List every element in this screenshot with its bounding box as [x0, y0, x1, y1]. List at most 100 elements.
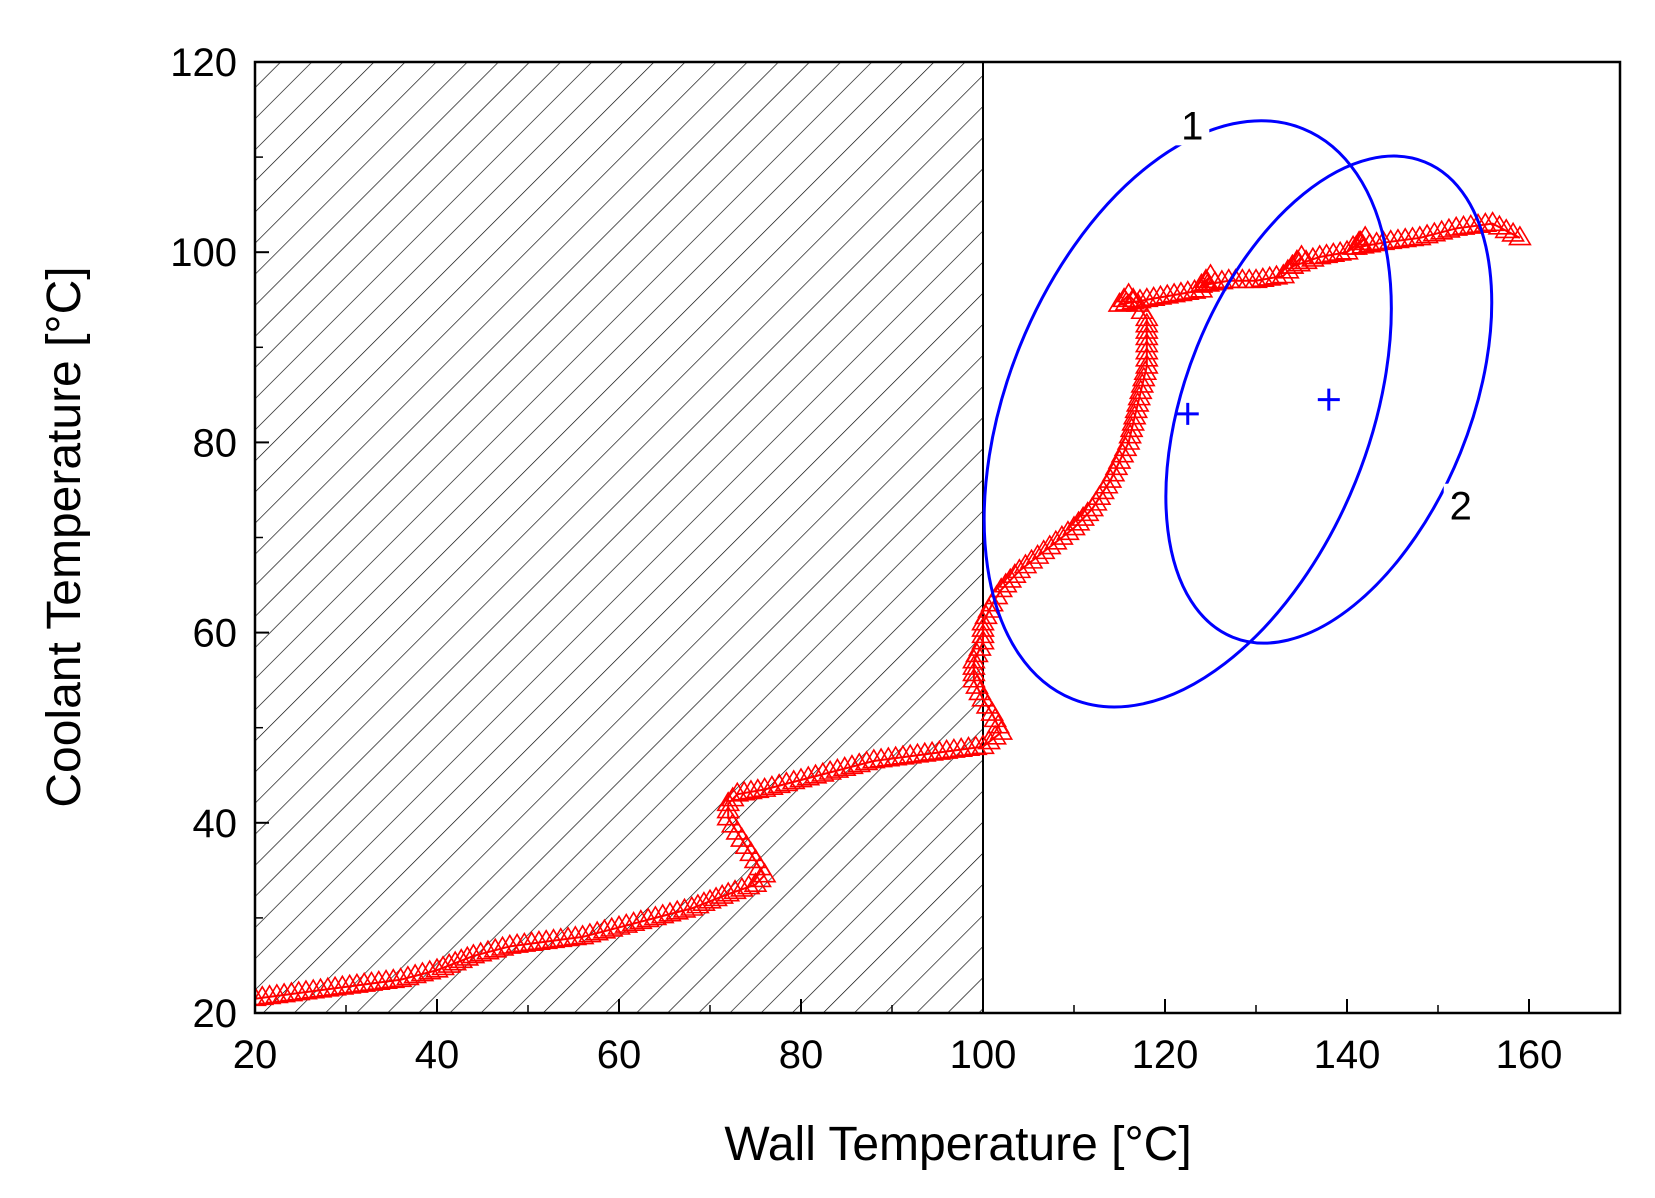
- x-tick-label: 40: [415, 1033, 460, 1077]
- ellipse-1: [982, 119, 1393, 709]
- data-point-triangle: [374, 969, 398, 990]
- data-point-triangle: [818, 759, 842, 780]
- data-point-triangle: [1301, 246, 1325, 267]
- data-point-triangle: [366, 970, 391, 990]
- y-tick-label: 100: [170, 231, 237, 275]
- data-point-triangle: [1494, 218, 1519, 239]
- data-point-triangle: [614, 912, 639, 933]
- data-point-triangle: [286, 980, 311, 1001]
- data-point-triangle: [279, 981, 304, 1002]
- ellipse-center-marker: [1317, 388, 1340, 411]
- data-point-triangle: [1314, 243, 1339, 264]
- data-point-triangle: [323, 975, 347, 996]
- data-point-triangle: [563, 925, 588, 946]
- data-point-triangle: [1386, 228, 1410, 249]
- data-point-triangle: [736, 874, 761, 895]
- y-tick-label: 20: [193, 992, 238, 1036]
- data-point-triangle: [1508, 225, 1532, 246]
- hatched-region: [255, 62, 983, 1013]
- data-point-triangle: [1133, 360, 1158, 381]
- data-point-triangle: [679, 895, 704, 916]
- data-point-triangle: [825, 757, 850, 778]
- data-point-triangle: [345, 972, 369, 993]
- data-point-triangle: [912, 741, 937, 762]
- data-point-triangle: [1131, 366, 1156, 387]
- ellipse-center-marker: [1176, 402, 1199, 425]
- data-point-triangle: [745, 778, 770, 799]
- series-line: [255, 222, 1521, 1000]
- data-point-triangle: [1487, 214, 1512, 235]
- data-point-triangle: [1075, 501, 1100, 522]
- data-point-triangle: [716, 798, 741, 819]
- y-tick-label: 80: [193, 421, 238, 465]
- data-point-triangle: [1083, 490, 1108, 511]
- y-axis-title: Coolant Temperature [°C]: [38, 266, 91, 807]
- data-point-triangle: [1134, 312, 1159, 333]
- data-point-triangle: [410, 961, 435, 982]
- data-point-triangle: [519, 931, 544, 951]
- data-point-triangle: [949, 737, 974, 757]
- data-point-triangle: [1125, 391, 1150, 412]
- data-point-triangle: [1415, 223, 1439, 244]
- data-point-triangle: [1407, 225, 1432, 246]
- data-point-triangle: [1458, 213, 1483, 234]
- data-point-triangle: [294, 979, 318, 1000]
- data-point-triangle: [725, 781, 750, 802]
- data-point-triangle: [257, 984, 282, 1005]
- data-point-triangle: [1091, 479, 1115, 500]
- data-point-triangle: [854, 750, 879, 771]
- data-point-triangle: [1307, 244, 1332, 265]
- data-point-triangle: [1094, 473, 1119, 494]
- data-point-triangle: [962, 667, 986, 688]
- data-point-triangle: [927, 739, 952, 760]
- data-point-triangle: [847, 752, 872, 773]
- data-point-triangle: [739, 779, 763, 800]
- data-point-triangle: [1155, 283, 1180, 304]
- x-axis-title: Wall Temperature [°C]: [724, 1118, 1191, 1171]
- ellipse-2: [1164, 154, 1494, 645]
- data-point-triangle: [1128, 288, 1152, 309]
- data-point-triangle: [1087, 484, 1112, 505]
- data-point-triangle: [1400, 226, 1425, 247]
- data-point-triangle: [1134, 346, 1159, 367]
- data-point-triangle: [665, 899, 690, 920]
- data-point-triangle: [315, 976, 340, 997]
- data-point-triangle: [905, 742, 930, 763]
- data-point-triangle: [1116, 429, 1141, 450]
- data-point-triangle: [381, 968, 406, 989]
- x-tick-label: 100: [950, 1033, 1017, 1077]
- data-point-triangle: [1364, 231, 1389, 252]
- data-point-triangle: [437, 952, 461, 973]
- data-point-triangle: [490, 935, 515, 956]
- data-point-triangle: [1134, 325, 1159, 346]
- data-point-triangle: [1344, 234, 1368, 255]
- data-point-triangle: [1429, 219, 1454, 240]
- ellipse-label-bg: [1443, 483, 1478, 526]
- data-point-triangle: [1119, 417, 1144, 438]
- data-point-triangle: [1169, 281, 1193, 302]
- data-point-triangle: [255, 985, 275, 1006]
- data-point-triangle: [1422, 221, 1447, 242]
- data-point-triangle: [1134, 318, 1159, 339]
- data-point-triangle: [1121, 410, 1146, 431]
- data-point-triangle: [1122, 404, 1147, 425]
- data-point-triangle: [1196, 271, 1221, 292]
- data-point-triangle: [476, 939, 500, 960]
- data-point-triangle: [1244, 268, 1268, 289]
- data-point-triangle: [1210, 269, 1234, 290]
- data-point-triangle: [983, 724, 1007, 745]
- data-point-triangle: [962, 661, 986, 682]
- data-point-triangle: [774, 771, 799, 792]
- ellipse-label-2: 2: [1450, 485, 1472, 529]
- data-point-triangle: [840, 754, 864, 775]
- data-point-triangle: [1357, 232, 1382, 253]
- data-point-triangle: [621, 911, 646, 932]
- data-point-triangle: [1118, 423, 1142, 444]
- data-point-triangle: [425, 957, 449, 978]
- x-axis: 20 40 60 80 100 120 140 160: [233, 999, 1621, 1077]
- data-point-triangle: [599, 916, 624, 937]
- data-point-triangle: [752, 776, 777, 797]
- data-point-triangle: [832, 756, 857, 776]
- data-point-triangle: [1141, 285, 1166, 306]
- data-point-triangle: [527, 930, 551, 951]
